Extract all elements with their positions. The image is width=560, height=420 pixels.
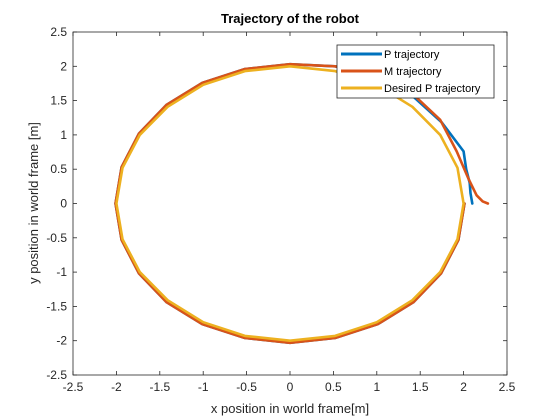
x-axis-title: x position in world frame[m]: [211, 401, 369, 416]
legend-label-desired-p-trajectory: Desired P trajectory: [384, 83, 481, 95]
y-axis-title: y position in world frame [m]: [26, 122, 41, 284]
chart-title: Trajectory of the robot: [221, 11, 360, 26]
x-tick-label: -1.5: [149, 380, 170, 394]
x-tick-label: 0: [287, 380, 294, 394]
legend-label-p-trajectory: P trajectory: [384, 49, 440, 61]
y-tick-label: -2: [56, 334, 67, 348]
x-tick-label: 1: [373, 380, 380, 394]
x-tick-label: 0.5: [325, 380, 342, 394]
x-tick-label: 2: [460, 380, 467, 394]
legend-label-m-trajectory: M trajectory: [384, 66, 442, 78]
x-tick-label: -1: [198, 380, 209, 394]
y-tick-label: 2.5: [50, 25, 67, 39]
y-tick-label: -2.5: [46, 368, 67, 382]
x-axis: -2.5 -2 -1.5 -1 -0.5 0 0.5 1 1.5 2 2.5: [63, 32, 516, 394]
x-tick-label: -2: [111, 380, 122, 394]
y-tick-label: 1: [60, 128, 67, 142]
y-tick-label: -0.5: [46, 231, 67, 245]
x-tick-label: 1.5: [412, 380, 429, 394]
y-tick-label: 1.5: [50, 94, 67, 108]
x-tick-label: -2.5: [63, 380, 84, 394]
y-tick-label: 0: [60, 197, 67, 211]
y-axis: -2.5 -2 -1.5 -1 -0.5 0 0.5 1 1.5 2 2.5: [46, 25, 507, 382]
y-tick-label: 2: [60, 59, 67, 73]
x-tick-label: -0.5: [236, 380, 257, 394]
y-tick-label: -1: [56, 265, 67, 279]
x-tick-label: 2.5: [499, 380, 516, 394]
y-tick-label: 0.5: [50, 162, 67, 176]
y-tick-label: -1.5: [46, 299, 67, 313]
legend: P trajectory M trajectory Desired P traj…: [336, 44, 495, 99]
